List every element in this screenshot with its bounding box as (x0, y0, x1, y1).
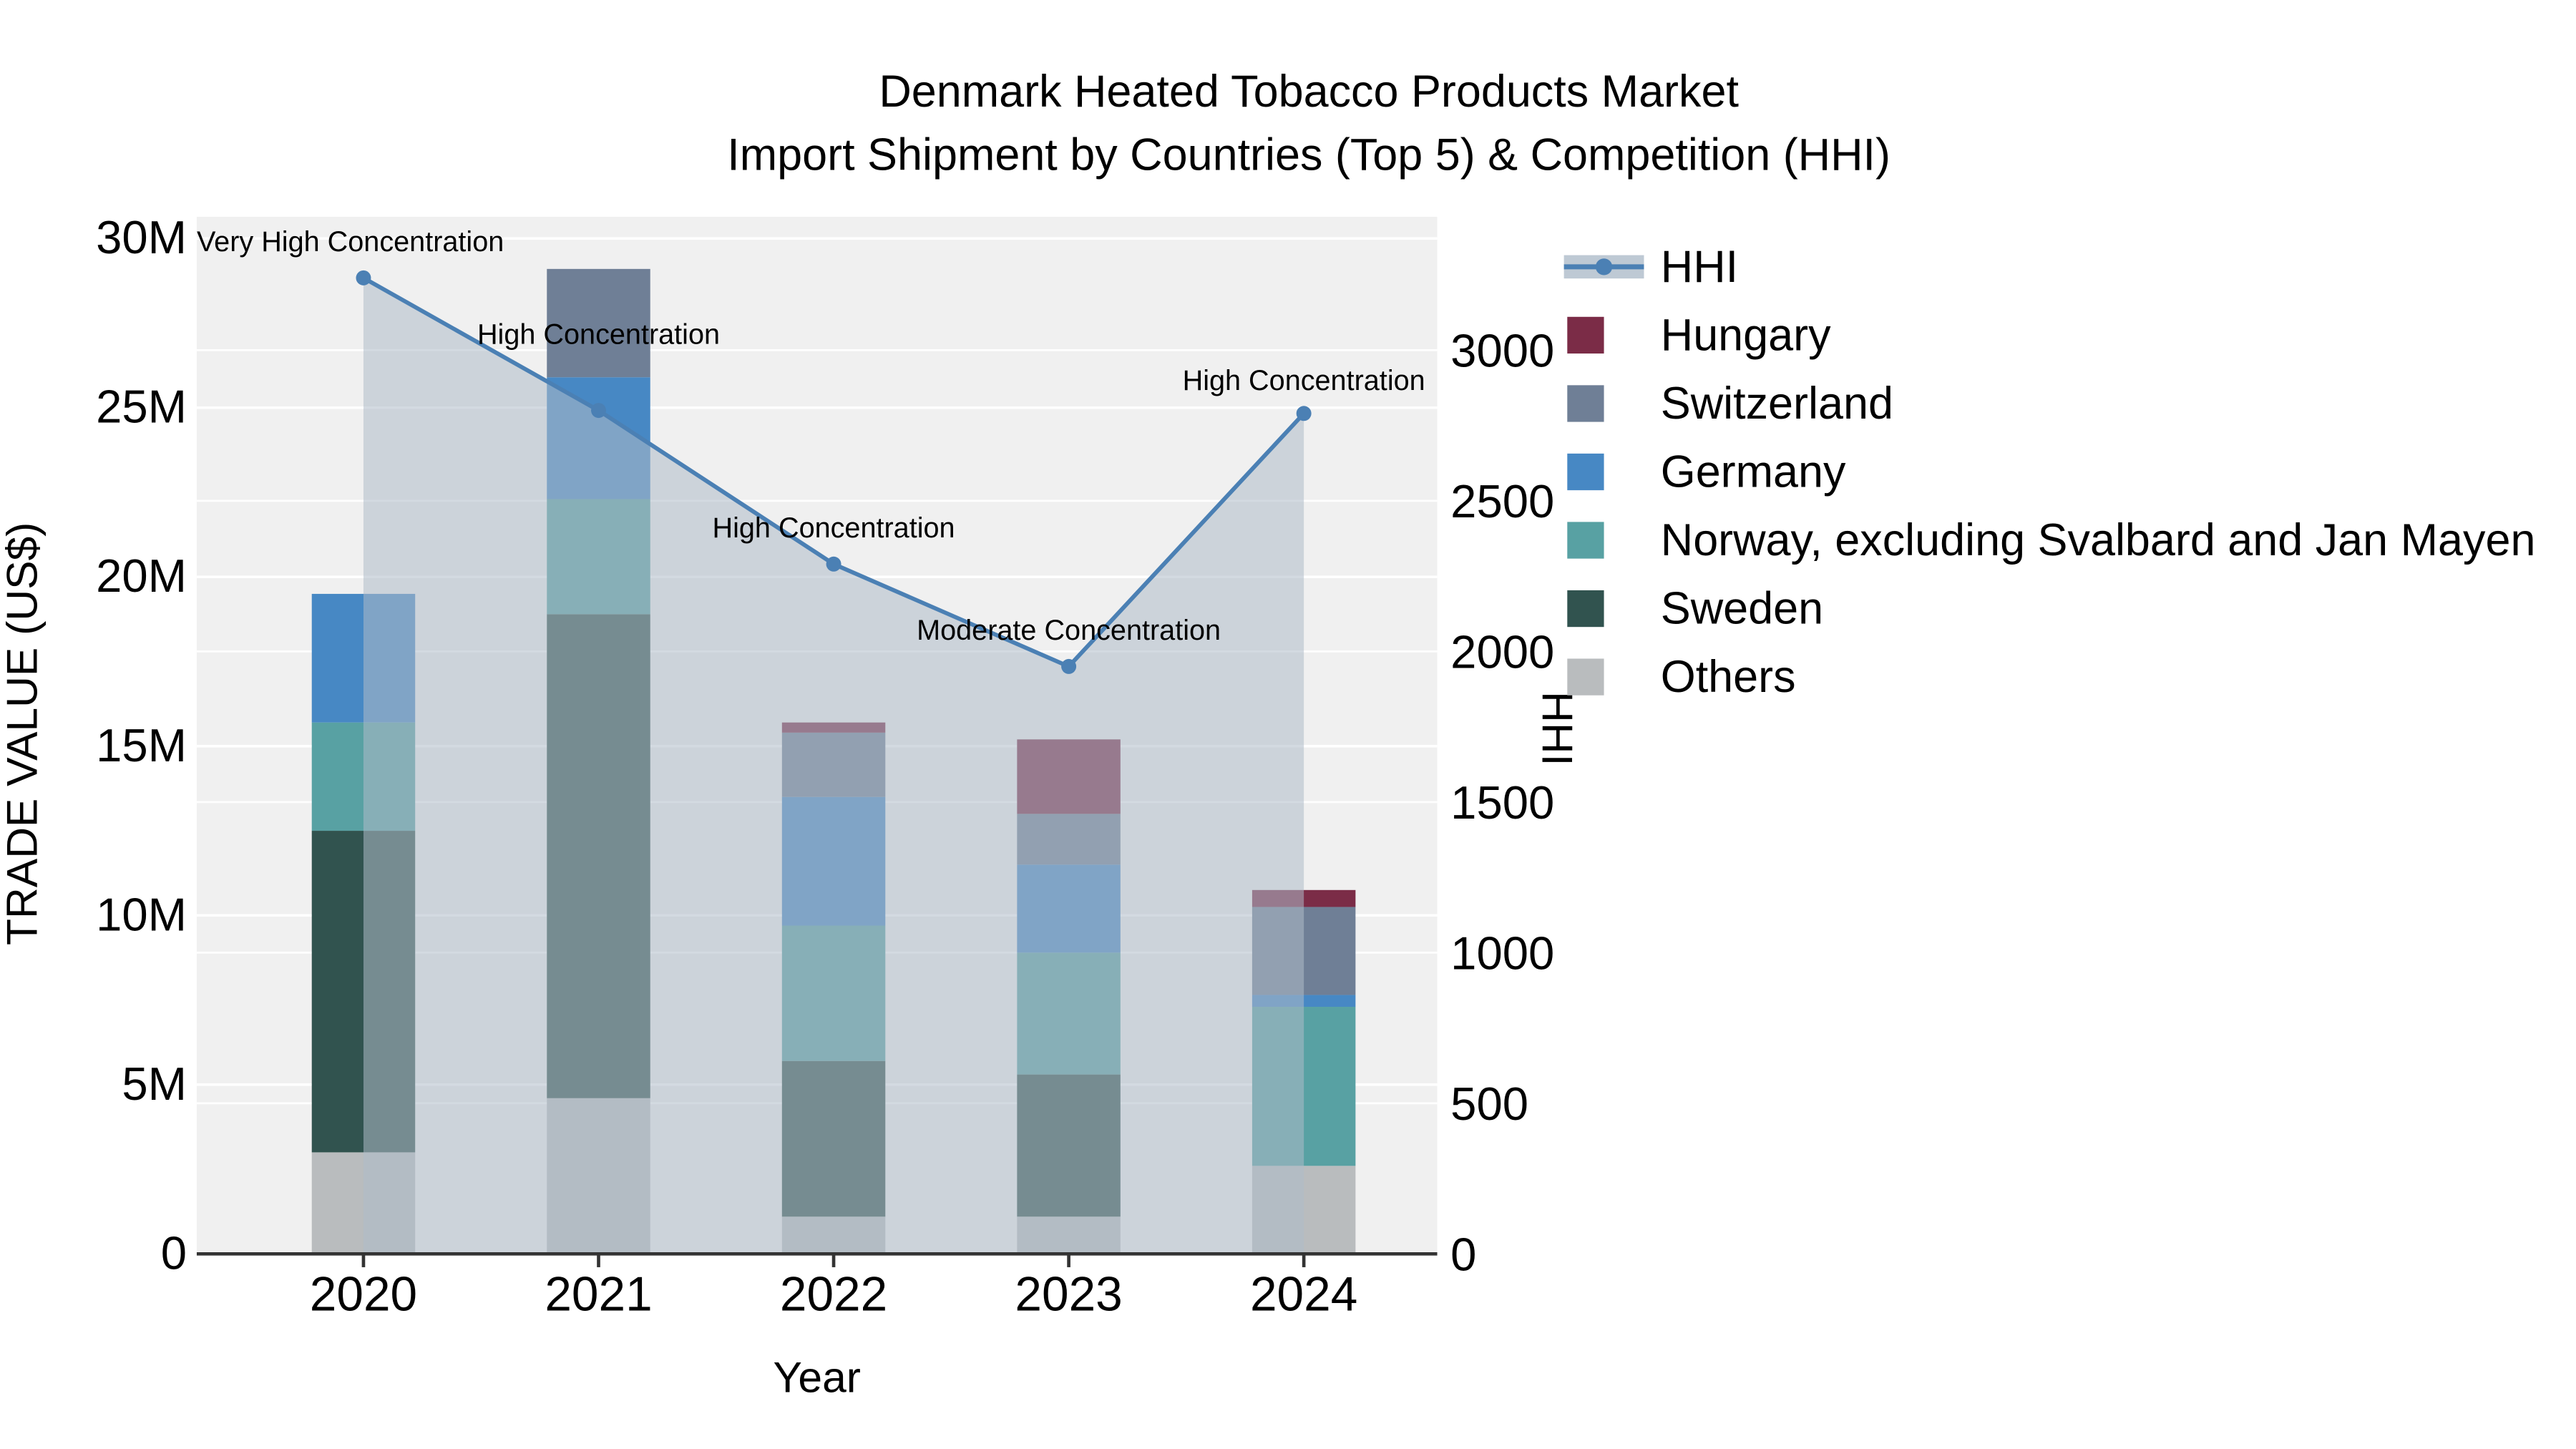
axes: 2020 2021 2022 2023 2024 0 5M 10M 15M 20M 25M 30M 0 5… (96, 211, 1554, 1321)
legend-color-swatch (1567, 658, 1604, 696)
legend-label: Sweden (1661, 584, 1823, 634)
annotation-2024: High Concentration (1183, 365, 1425, 396)
legend-color-swatch (1567, 453, 1604, 491)
chart-title-line2: Import Shipment by Countries (Top 5) & C… (727, 130, 1890, 180)
left-axis-title: TRADE VALUE (US$) (0, 522, 46, 945)
legend-hhi-marker (1595, 258, 1613, 275)
left-tick-label: 20M (96, 550, 187, 602)
left-tick-label: 15M (96, 719, 187, 771)
legend-label: Norway, excluding Svalbard and Jan Mayen (1661, 515, 2536, 565)
legend-item-hhi[interactable]: HHI (1563, 242, 1738, 292)
bar-segment-switzerland-2021[interactable] (547, 268, 650, 378)
hhi-marker-2021[interactable] (591, 403, 606, 419)
annotation-2023: Moderate Concentration (917, 615, 1221, 646)
legend-label: Germany (1661, 447, 1846, 497)
legend-label: Others (1661, 652, 1796, 702)
legend-color-swatch (1567, 590, 1604, 628)
right-axis-title: HHI (1533, 691, 1581, 766)
hhi-area-polygon (363, 278, 1304, 1254)
legend-item-germany[interactable]: Germany (1567, 447, 1846, 497)
left-tick-label: 30M (96, 211, 187, 263)
legend-item-sweden[interactable]: Sweden (1567, 584, 1823, 634)
left-tick-label: 0 (161, 1226, 187, 1279)
hhi-line[interactable] (356, 270, 1312, 674)
hhi-marker-2024[interactable] (1296, 406, 1312, 421)
right-tick-label: 1000 (1450, 927, 1554, 980)
x-tick-label-2022: 2022 (780, 1268, 887, 1322)
left-tick-label: 5M (122, 1058, 187, 1110)
legend-item-hungary[interactable]: Hungary (1567, 310, 1831, 360)
annotation-2022: High Concentration (713, 512, 955, 544)
legend-item-norway-excluding-svalbard-and-jan-mayen[interactable]: Norway, excluding Svalbard and Jan Mayen (1567, 515, 2535, 565)
legend-label: HHI (1661, 242, 1738, 292)
hhi-marker-2022[interactable] (826, 556, 841, 572)
legend-item-switzerland[interactable]: Switzerland (1567, 379, 1893, 429)
annotation-2021: High Concentration (477, 318, 720, 350)
annotation-2020: Very High Concentration (197, 226, 504, 258)
right-tick-label: 500 (1450, 1078, 1528, 1130)
x-tick-label-2021: 2021 (545, 1268, 652, 1322)
legend-color-swatch (1567, 385, 1604, 422)
right-tick-label: 1500 (1450, 776, 1554, 829)
left-tick-label: 10M (96, 888, 187, 940)
legend-item-others[interactable]: Others (1567, 652, 1796, 702)
legend: HHI Hungary Switzerland Germany Norway, excl… (1563, 242, 2535, 702)
legend-label: Hungary (1661, 310, 1831, 360)
x-tick-label-2023: 2023 (1015, 1268, 1122, 1322)
legend-color-swatch (1567, 522, 1604, 559)
legend-color-swatch (1567, 316, 1604, 354)
hhi-area-fill (363, 278, 1304, 1254)
right-tick-label: 2500 (1450, 475, 1554, 527)
chart-title-line1: Denmark Heated Tobacco Products Market (879, 67, 1739, 117)
right-tick-label: 0 (1450, 1229, 1476, 1281)
x-axis-title: Year (774, 1353, 861, 1402)
annotations: Very High Concentration High Concentratio… (197, 226, 1425, 646)
hhi-marker-2020[interactable] (356, 270, 371, 286)
left-tick-label: 25M (96, 381, 187, 433)
x-tick-label-2020: 2020 (310, 1268, 417, 1322)
right-tick-label: 3000 (1450, 325, 1554, 377)
right-tick-label: 2000 (1450, 626, 1554, 678)
hhi-marker-2023[interactable] (1061, 658, 1077, 674)
legend-label: Switzerland (1661, 379, 1893, 429)
x-tick-label-2024: 2024 (1250, 1268, 1357, 1322)
